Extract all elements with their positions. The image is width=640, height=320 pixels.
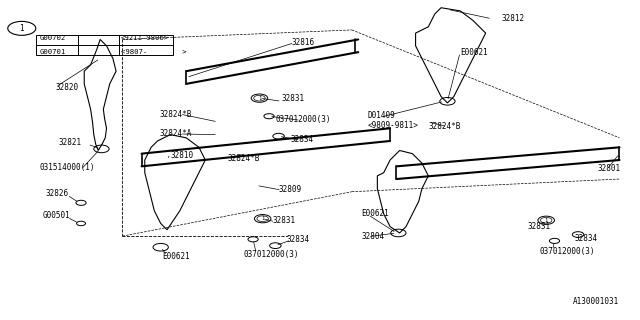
Text: G00701: G00701 — [40, 49, 66, 54]
Text: 1: 1 — [545, 218, 548, 223]
Text: 1: 1 — [258, 96, 261, 101]
Text: 32801: 32801 — [597, 164, 620, 173]
Circle shape — [253, 95, 265, 101]
Text: E00621: E00621 — [362, 209, 389, 219]
Text: 037012000(3): 037012000(3) — [244, 250, 299, 259]
Text: G00702: G00702 — [40, 35, 66, 41]
Text: 037012000(3): 037012000(3) — [540, 246, 595, 256]
Text: 32834: 32834 — [575, 234, 598, 243]
Circle shape — [540, 217, 552, 223]
Text: 32834: 32834 — [287, 236, 310, 244]
Text: 32831: 32831 — [272, 216, 295, 225]
Text: A130001031: A130001031 — [573, 297, 620, 306]
Text: 32824*B: 32824*B — [228, 154, 260, 163]
Text: 32821: 32821 — [59, 138, 82, 147]
Text: <9211-9806>: <9211-9806> — [121, 35, 170, 41]
Text: 32831: 32831 — [282, 94, 305, 103]
Text: 32820: 32820 — [56, 83, 79, 92]
Text: G00501: G00501 — [43, 211, 70, 220]
Text: 1: 1 — [19, 24, 24, 33]
Text: 32834: 32834 — [290, 135, 313, 144]
Text: 32809: 32809 — [278, 185, 301, 194]
Text: 32804: 32804 — [362, 232, 385, 241]
Text: 32831: 32831 — [527, 222, 550, 231]
Text: 32824*A: 32824*A — [159, 129, 192, 138]
Text: 32812: 32812 — [502, 14, 525, 23]
Text: 32816: 32816 — [291, 38, 314, 47]
Text: 031514000(1): 031514000(1) — [40, 164, 95, 172]
Text: 32824*B: 32824*B — [159, 109, 192, 118]
Text: 1: 1 — [261, 216, 264, 221]
Text: 32824*B: 32824*B — [428, 122, 461, 131]
Circle shape — [257, 216, 268, 221]
Text: 037012000(3): 037012000(3) — [275, 115, 331, 124]
Text: E00621: E00621 — [162, 252, 189, 261]
Text: E00621: E00621 — [460, 48, 488, 57]
Text: D01409: D01409 — [368, 111, 396, 120]
Text: <9809-9811>: <9809-9811> — [368, 121, 419, 130]
Text: 32826: 32826 — [46, 189, 69, 198]
Text: <9807-        >: <9807- > — [121, 49, 187, 54]
Text: 32810: 32810 — [170, 151, 193, 160]
